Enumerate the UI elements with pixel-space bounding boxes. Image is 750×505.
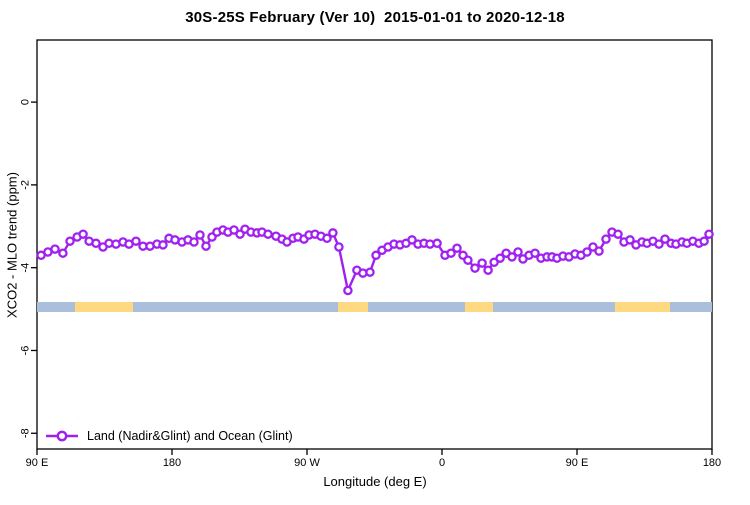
x-tick-label: 0 [439, 457, 445, 469]
x-tick-label: 180 [163, 457, 181, 469]
x-tick-label: 90 W [294, 457, 320, 469]
x-tick-label: 90 E [26, 457, 49, 469]
land-coverage-segment [614, 302, 670, 313]
data-point [189, 237, 199, 247]
data-point [613, 229, 623, 239]
x-tick-label: 180 [703, 457, 721, 469]
data-point [343, 285, 353, 296]
y-tick-label: -6 [20, 346, 32, 356]
data-point [588, 242, 598, 252]
data-point [594, 246, 604, 256]
data-point [322, 233, 332, 244]
data-point [470, 263, 480, 273]
data-point [463, 255, 473, 265]
data-point [483, 265, 493, 275]
data-point [91, 238, 101, 249]
data-point [489, 257, 499, 268]
data-point [78, 229, 88, 239]
data-point [328, 228, 338, 238]
data-point [654, 239, 664, 249]
data-point [407, 235, 417, 245]
data-point [365, 267, 375, 277]
data-point [229, 225, 239, 235]
data-point [58, 248, 68, 258]
plot-border [36, 39, 713, 450]
chart-title: 30S-25S February (Ver 10) 2015-01-01 to … [185, 9, 565, 26]
legend: Land (Nadir&Glint) and Ocean (Glint) [45, 427, 293, 445]
data-point [50, 244, 60, 254]
ocean-coverage-band [37, 302, 712, 313]
land-coverage-segment [338, 302, 369, 313]
data-point [195, 230, 205, 240]
land-coverage-segment [74, 302, 133, 313]
x-tick-label: 90 E [566, 457, 589, 469]
legend-label: Land (Nadir&Glint) and Ocean (Glint) [87, 429, 293, 443]
data-point [131, 236, 141, 246]
x-axis-title: Longitude (deg E) [323, 474, 427, 489]
data-point [582, 247, 592, 257]
data-point [334, 242, 344, 252]
data-point [446, 248, 456, 258]
data-point [513, 247, 523, 257]
legend-marker-icon [46, 430, 78, 442]
data-point [507, 252, 517, 262]
data-point [263, 229, 273, 239]
data-point [65, 236, 75, 246]
y-tick-label: -4 [20, 263, 32, 273]
data-point [704, 229, 714, 239]
data-point [477, 258, 487, 268]
y-tick-label: 0 [20, 99, 32, 105]
data-point [660, 234, 670, 244]
data-point [201, 241, 211, 251]
data-point [432, 238, 442, 249]
data-point [371, 250, 381, 261]
data-point [158, 240, 168, 250]
legend-open-circle-icon [56, 430, 68, 442]
data-point [699, 236, 709, 246]
data-point [495, 253, 505, 263]
y-tick-label: -2 [20, 180, 32, 190]
data-point [452, 243, 462, 253]
land-coverage-segment [464, 302, 493, 313]
data-point [530, 248, 540, 258]
y-axis-title: XCO2 - MLO trend (ppm) [4, 172, 20, 318]
data-point [601, 234, 611, 244]
data-point [625, 235, 635, 245]
y-tick-label: -8 [20, 428, 32, 438]
